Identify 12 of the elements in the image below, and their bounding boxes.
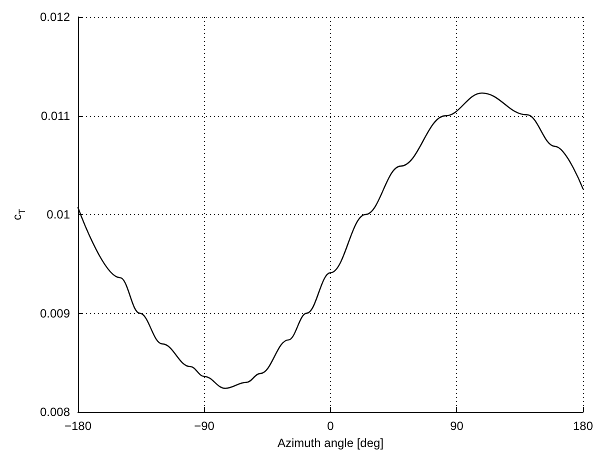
y-tick-label: 0.009 (40, 306, 70, 320)
x-axis-title: Azimuth angle [deg] (277, 436, 384, 450)
x-tick-label: 90 (450, 419, 464, 433)
y-tick-label: 0.008 (40, 405, 70, 419)
y-tick-label: 0.012 (40, 10, 70, 24)
x-tick-label: 180 (572, 419, 594, 433)
y-axis-title: cT (10, 208, 27, 220)
x-tick-label: 0 (327, 419, 334, 433)
y-tick-label: 0.01 (46, 208, 70, 222)
y-tick-label: 0.011 (40, 108, 70, 123)
x-tick-label: −90 (194, 419, 215, 433)
x-tick-label: −180 (64, 419, 92, 433)
